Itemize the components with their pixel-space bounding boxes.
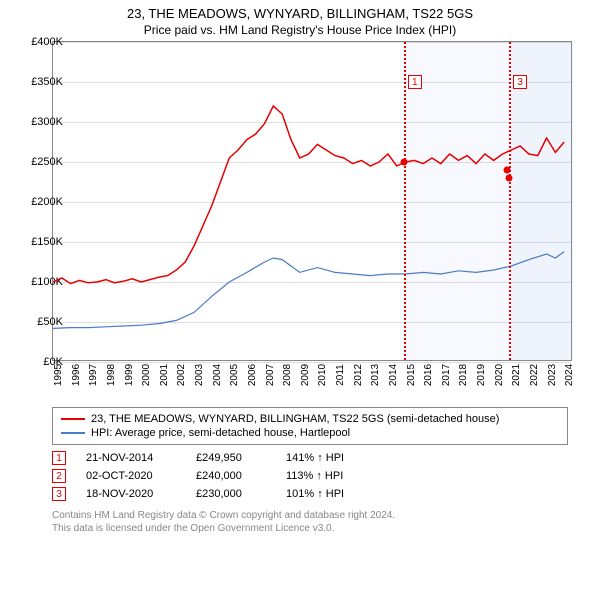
x-axis-label: 2022 [529, 364, 540, 386]
x-axis-label: 2001 [159, 364, 170, 386]
line-layer [53, 42, 573, 362]
sales-row: 1 21-NOV-2014 £249,950 141% ↑ HPI [52, 449, 568, 467]
x-axis-label: 2018 [458, 364, 469, 386]
series-hpi [53, 252, 564, 329]
gridline [53, 362, 571, 363]
legend-box: 23, THE MEADOWS, WYNYARD, BILLINGHAM, TS… [52, 407, 568, 445]
footer-line-2: This data is licensed under the Open Gov… [52, 522, 568, 535]
sales-row-price: £230,000 [196, 488, 266, 500]
sales-row-delta: 113% ↑ HPI [286, 470, 343, 482]
sales-row: 2 02-OCT-2020 £240,000 113% ↑ HPI [52, 467, 568, 485]
x-axis-label: 2010 [317, 364, 328, 386]
footer-attribution: Contains HM Land Registry data © Crown c… [52, 509, 568, 535]
x-axis-label: 2013 [370, 364, 381, 386]
x-axis-label: 2016 [423, 364, 434, 386]
x-axis-label: 1995 [53, 364, 64, 386]
x-axis-label: 2005 [229, 364, 240, 386]
x-axis-label: 1997 [88, 364, 99, 386]
legend-swatch [61, 432, 85, 434]
x-axis-label: 1999 [124, 364, 135, 386]
x-axis-label: 2002 [176, 364, 187, 386]
sales-row-date: 02-OCT-2020 [86, 470, 176, 482]
sale-dot [506, 175, 513, 182]
legend-label: 23, THE MEADOWS, WYNYARD, BILLINGHAM, TS… [91, 413, 499, 425]
x-axis-label: 2019 [476, 364, 487, 386]
sales-row-date: 21-NOV-2014 [86, 452, 176, 464]
sale-dot [503, 167, 510, 174]
sale-vline [509, 42, 511, 360]
x-axis-label: 2015 [406, 364, 417, 386]
sales-row-marker: 1 [52, 451, 66, 465]
chart-subtitle: Price paid vs. HM Land Registry's House … [0, 21, 600, 41]
legend-item: 23, THE MEADOWS, WYNYARD, BILLINGHAM, TS… [61, 412, 559, 426]
legend-swatch [61, 418, 85, 420]
sales-row-marker: 2 [52, 469, 66, 483]
plot-region: £0K£50K£100K£150K£200K£250K£300K£350K£40… [52, 41, 572, 361]
x-axis-label: 2003 [194, 364, 205, 386]
x-axis-label: 2007 [265, 364, 276, 386]
x-axis-label: 2006 [247, 364, 258, 386]
x-axis-label: 2004 [212, 364, 223, 386]
series-property [53, 106, 564, 284]
x-axis-label: 2017 [441, 364, 452, 386]
sales-table: 1 21-NOV-2014 £249,950 141% ↑ HPI 2 02-OCT-20… [52, 449, 568, 503]
x-axis-label: 2020 [494, 364, 505, 386]
x-axis-label: 2021 [511, 364, 522, 386]
sales-row-delta: 101% ↑ HPI [286, 488, 344, 500]
x-axis-label: 1998 [106, 364, 117, 386]
x-axis-label: 2000 [141, 364, 152, 386]
x-axis-label: 2008 [282, 364, 293, 386]
sales-row: 3 18-NOV-2020 £230,000 101% ↑ HPI [52, 485, 568, 503]
chart-area: £0K£50K£100K£150K£200K£250K£300K£350K£40… [32, 41, 592, 391]
x-axis-label: 2009 [300, 364, 311, 386]
sales-row-price: £240,000 [196, 470, 266, 482]
footer-line-1: Contains HM Land Registry data © Crown c… [52, 509, 568, 522]
legend-item: HPI: Average price, semi-detached house,… [61, 426, 559, 440]
x-axis-label: 2024 [564, 364, 575, 386]
sale-marker-3: 3 [513, 75, 527, 89]
sale-dot [400, 159, 407, 166]
sales-row-marker: 3 [52, 487, 66, 501]
sales-row-date: 18-NOV-2020 [86, 488, 176, 500]
sales-row-price: £249,950 [196, 452, 266, 464]
x-axis-label: 2012 [353, 364, 364, 386]
x-axis-label: 1996 [71, 364, 82, 386]
x-axis-label: 2014 [388, 364, 399, 386]
legend-label: HPI: Average price, semi-detached house,… [91, 427, 350, 439]
sale-marker-1: 1 [408, 75, 422, 89]
chart-title: 23, THE MEADOWS, WYNYARD, BILLINGHAM, TS… [0, 0, 600, 21]
sale-vline [404, 42, 406, 360]
x-axis-label: 2023 [547, 364, 558, 386]
sales-row-delta: 141% ↑ HPI [286, 452, 344, 464]
x-axis-label: 2011 [335, 364, 346, 386]
